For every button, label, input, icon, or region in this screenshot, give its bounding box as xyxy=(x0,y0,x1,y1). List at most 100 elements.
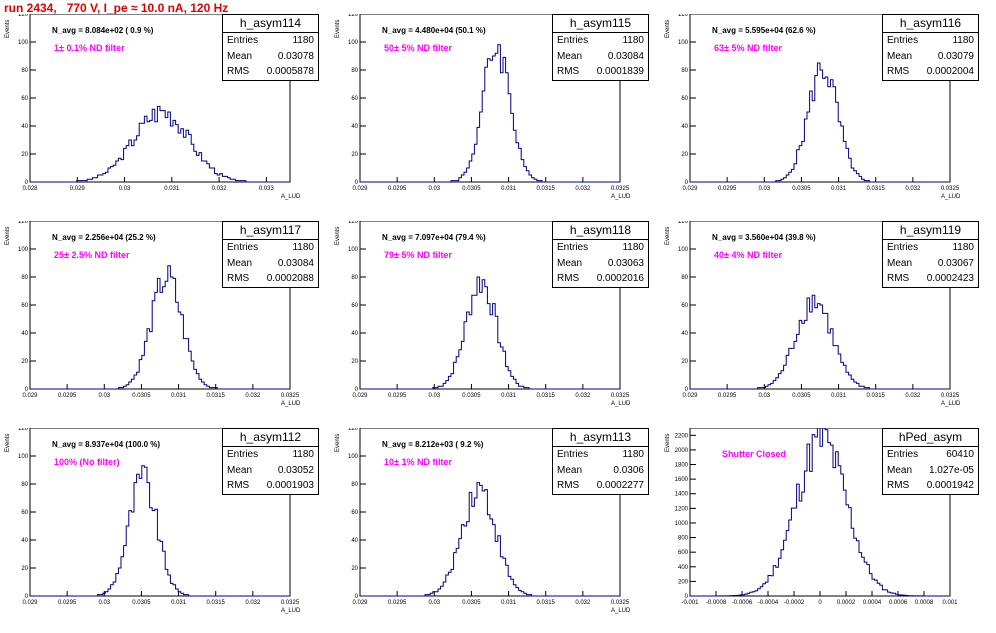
x-tick-label: 0.032 xyxy=(575,393,591,399)
stats-mean-label: Mean xyxy=(557,464,583,476)
x-tick-label: 0.0295 xyxy=(388,600,407,606)
x-axis-label: A_LUD xyxy=(611,608,631,614)
stats-rms-label: RMS xyxy=(557,66,580,77)
x-axis-label: A_LUD xyxy=(611,401,631,407)
y-tick-label: 80 xyxy=(681,68,688,74)
histogram-title: h_asym114 xyxy=(223,15,318,33)
stats-entries-row: Entries 1180 xyxy=(223,33,318,49)
histogram-plot: 0 20 40 60 80 100 120 0.029 0.0295 0.03 0.0305 0.03… xyxy=(348,14,630,192)
stats-entries-value: 1180 xyxy=(952,35,974,46)
stats-mean-value: 1.027e-05 xyxy=(928,464,974,476)
histogram-title: h_asym117 xyxy=(223,222,318,240)
x-tick-label: 0.0305 xyxy=(132,393,151,399)
filter-label: 79± 5% ND filter xyxy=(384,250,452,260)
stats-mean-value: 0.0306 xyxy=(613,464,644,476)
histogram-plot: 0 20 40 60 80 100 120 0.029 0.0295 0.03 0.0305 0.03… xyxy=(348,221,630,399)
x-tick-label: 0.0325 xyxy=(941,393,960,399)
stats-entries-value: 1180 xyxy=(292,35,314,46)
x-tick-label: 0.0295 xyxy=(388,186,407,192)
x-tick-label: 0.032 xyxy=(905,186,921,192)
stats-mean-label: Mean xyxy=(887,257,913,269)
y-tick-label: 120 xyxy=(678,221,689,225)
histogram-panel: 0 200 400 600 800 1000 1200 1400 1600 1800 2000 220… xyxy=(660,428,990,633)
histogram-panel: 0 20 40 60 80 100 120 0.029 0.0295 0.03 0.0305 0.03… xyxy=(330,14,660,219)
stats-entries-value: 1180 xyxy=(292,449,314,460)
x-tick-label: 0.032 xyxy=(245,393,261,399)
stats-box: h_asym115 Entries 1180 Mean 0.03084 RMS 0.0001… xyxy=(552,14,649,81)
x-tick-label: 0.001 xyxy=(942,600,958,606)
stats-box: h_asym113 Entries 1180 Mean 0.0306 RMS 0.00022… xyxy=(552,428,649,495)
stats-mean-row: Mean 0.03067 xyxy=(883,256,978,272)
stats-mean-label: Mean xyxy=(887,464,913,476)
y-tick-label: 1800 xyxy=(675,463,689,469)
y-tick-label: 40 xyxy=(351,331,358,337)
histogram-title: hPed_asym xyxy=(883,429,978,447)
stats-rms-value: 0.0002088 xyxy=(266,273,314,284)
y-tick-label: 40 xyxy=(21,331,28,337)
n-avg-label: N_avg = 2.256e+04 (25.2 %) xyxy=(52,233,156,242)
y-tick-label: 60 xyxy=(351,510,358,516)
histogram-plot: 0 20 40 60 80 100 120 0.029 0.0295 0.03 0.0305 0.03… xyxy=(678,14,960,192)
y-tick-label: 120 xyxy=(18,221,29,225)
y-tick-label: 60 xyxy=(21,510,28,516)
x-tick-label: 0.029 xyxy=(682,393,698,399)
y-tick-label: 20 xyxy=(21,152,28,158)
x-tick-label: 0.0325 xyxy=(941,186,960,192)
x-tick-label: 0.0004 xyxy=(863,600,882,606)
n-avg-label: N_avg = 7.097e+04 (79.4 %) xyxy=(382,233,486,242)
stats-rms-row: RMS 0.0002277 xyxy=(553,478,648,494)
y-tick-label: 60 xyxy=(681,303,688,309)
y-tick-label: 120 xyxy=(18,14,29,18)
y-tick-label: 0 xyxy=(25,387,29,393)
y-tick-label: 100 xyxy=(348,247,359,253)
x-tick-label: 0.032 xyxy=(575,600,591,606)
x-tick-label: 0.031 xyxy=(164,186,180,192)
stats-mean-value: 0.03084 xyxy=(607,50,644,62)
x-tick-label: 0.0305 xyxy=(792,393,811,399)
x-axis-label: A_LUD xyxy=(281,194,301,200)
stats-rms-row: RMS 0.0002016 xyxy=(553,271,648,287)
x-tick-label: 0.031 xyxy=(171,393,187,399)
x-tick-label: 0.0315 xyxy=(207,600,226,606)
y-tick-label: 0 xyxy=(355,180,359,186)
stats-mean-row: Mean 0.03052 xyxy=(223,463,318,479)
x-tick-label: 0.031 xyxy=(501,186,517,192)
stats-rms-row: RMS 0.0001839 xyxy=(553,64,648,80)
y-tick-label: 100 xyxy=(18,454,29,460)
y-tick-label: 80 xyxy=(351,482,358,488)
y-tick-label: 100 xyxy=(348,454,359,460)
histogram-title: h_asym112 xyxy=(223,429,318,447)
x-tick-label: -0.0008 xyxy=(706,600,727,606)
stats-rms-value: 0.0001903 xyxy=(266,480,314,491)
y-tick-label: 80 xyxy=(351,275,358,281)
y-tick-label: 1000 xyxy=(675,521,689,527)
x-tick-label: 0.0315 xyxy=(867,393,886,399)
y-tick-label: 100 xyxy=(678,40,689,46)
stats-entries-label: Entries xyxy=(557,242,589,253)
x-tick-label: 0.0315 xyxy=(537,393,556,399)
stats-rms-value: 0.0002423 xyxy=(926,273,974,284)
stats-mean-value: 0.03067 xyxy=(937,257,974,269)
y-tick-label: 20 xyxy=(681,152,688,158)
filter-label: 50± 5% ND filter xyxy=(384,43,452,53)
x-axis-label: A_LUD xyxy=(941,401,961,407)
stats-entries-value: 1180 xyxy=(622,35,644,46)
x-tick-label: 0.029 xyxy=(352,600,368,606)
x-tick-label: 0.0325 xyxy=(281,600,300,606)
y-tick-label: 1600 xyxy=(675,477,689,483)
filter-label: 10± 1% ND filter xyxy=(384,457,452,467)
x-axis-label: A_LUD xyxy=(941,194,961,200)
stats-entries-value: 1180 xyxy=(622,449,644,460)
stats-box: h_asym112 Entries 1180 Mean 0.03052 RMS 0.0001… xyxy=(222,428,319,495)
y-tick-label: 600 xyxy=(678,550,689,556)
y-tick-label: 80 xyxy=(21,275,28,281)
stats-rms-value: 0.0002016 xyxy=(596,273,644,284)
stats-entries-row: Entries 1180 xyxy=(223,447,318,463)
y-tick-label: 200 xyxy=(678,579,689,585)
stats-box: h_asym114 Entries 1180 Mean 0.03078 RMS 0.0005… xyxy=(222,14,319,81)
y-tick-label: 80 xyxy=(351,68,358,74)
stats-mean-value: 0.03084 xyxy=(277,257,314,269)
histogram-panel: 0 20 40 60 80 100 120 0.029 0.0295 0.03 0.0305 0.03… xyxy=(330,428,660,633)
y-tick-label: 1200 xyxy=(675,506,689,512)
histogram-title: h_asym119 xyxy=(883,222,978,240)
